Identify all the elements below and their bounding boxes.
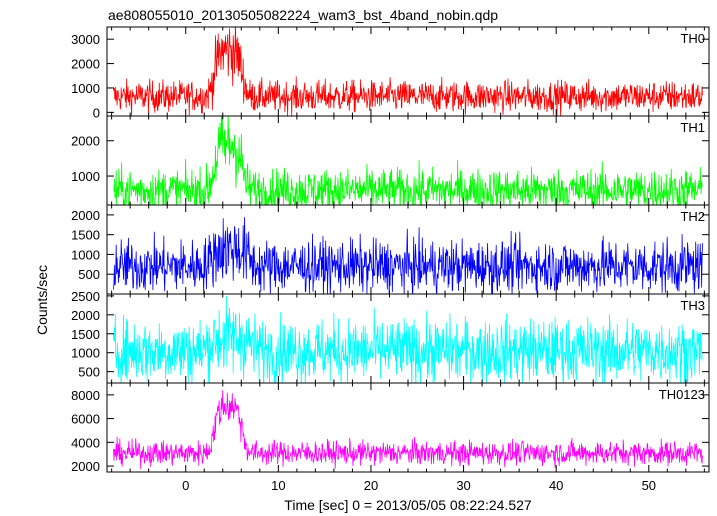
series-line-th2 (113, 217, 703, 294)
y-tick-label: 1500 (71, 327, 100, 342)
x-tick-label: 50 (642, 478, 656, 493)
y-tick-label: 2000 (71, 308, 100, 323)
series-line-th3 (113, 295, 703, 383)
panel-label-th3: TH3 (680, 298, 705, 313)
y-tick-label: 1000 (71, 81, 100, 96)
y-tick-label: 2000 (71, 134, 100, 149)
panel-label-th0: TH0 (680, 31, 705, 46)
x-axis-title: Time [sec] 0 = 2013/05/05 08:22:24.527 (284, 497, 532, 513)
y-tick-label: 0 (93, 105, 100, 120)
y-tick-label: 1000 (71, 169, 100, 184)
x-tick-label: 0 (182, 478, 189, 493)
series-line-th0123 (113, 389, 703, 469)
y-tick-label: 3000 (71, 32, 100, 47)
panel-label-th1: TH1 (680, 120, 705, 135)
x-tick-label: 40 (549, 478, 563, 493)
panel-th1: 1000 2000 TH1 (71, 115, 710, 206)
y-tick-label: 2500 (71, 289, 100, 304)
y-axis-title: Counts/sec (34, 265, 50, 335)
y-tick-label: 2000 (71, 459, 100, 474)
y-tick-label: 8000 (71, 388, 100, 403)
y-tick-label: 1000 (71, 247, 100, 262)
x-tick-label: 20 (364, 478, 378, 493)
series-line-th0 (113, 27, 703, 116)
y-tick-label: 1500 (71, 228, 100, 243)
x-tick-label: 30 (456, 478, 470, 493)
y-tick-label: 1000 (71, 346, 100, 361)
series-line-th1 (113, 116, 703, 205)
panel-label-th2: TH2 (680, 209, 705, 224)
panel-th2: 500 1000 1500 2000 TH2 (71, 204, 710, 295)
panel-label-th0123: TH0123 (659, 387, 705, 402)
panel-th3: 500 1000 1500 2000 2500 TH3 (71, 289, 710, 384)
y-tick-label: 2000 (71, 208, 100, 223)
y-tick-label: 6000 (71, 412, 100, 427)
panel-th0123: 2000 4000 6000 8000 TH0123 (71, 382, 710, 474)
y-tick-label: 500 (78, 365, 100, 380)
chart-title: ae808055010_20130505082224_wam3_bst_4ban… (108, 7, 498, 23)
panel-th0: 0 1000 2000 3000 TH0 (71, 26, 710, 120)
panel-frame (106, 382, 710, 473)
x-tick-label: 10 (271, 478, 285, 493)
y-tick-label: 500 (78, 267, 100, 282)
y-tick-label: 2000 (71, 57, 100, 72)
y-tick-label: 4000 (71, 435, 100, 450)
